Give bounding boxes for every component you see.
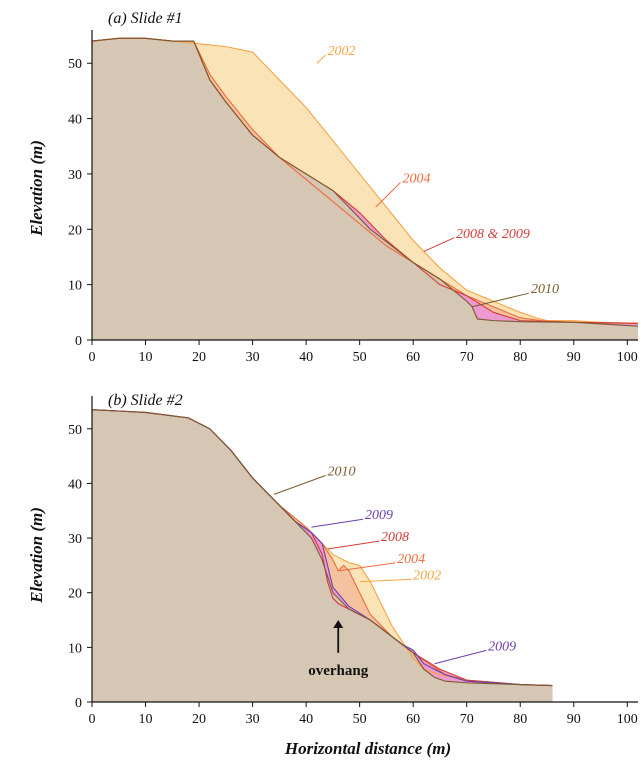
x-tick-label: 30 [246,712,260,727]
y-tick-label: 40 [68,113,82,128]
annotation-label: 2009 [488,639,516,654]
annotation-leader [359,578,412,583]
annotation-leader [423,237,455,252]
annotation-leader [434,649,487,665]
annotation-label: 2002 [413,568,441,583]
overhang-arrow-head [333,620,344,629]
annotation-label: 2004 [402,171,430,186]
panel-b-label: (b) Slide #2 [108,392,183,409]
annotation-label: 2002 [328,44,356,59]
y-tick-label: 50 [68,57,82,72]
annotation-leader [471,292,530,308]
x-tick-label: 80 [513,712,527,727]
x-tick-label: 80 [513,350,527,365]
y-tick-label: 40 [68,477,82,492]
x-axis-title: Horizontal distance (m) [284,739,451,758]
overhang-label: overhang [308,663,369,679]
y-tick-label: 50 [68,423,82,438]
annotation-leader [327,540,380,550]
y-tick-label: 30 [68,532,82,547]
annotation-leader [316,54,326,64]
x-tick-label: 0 [89,712,96,727]
x-tick-label: 70 [460,712,474,727]
x-tick-label: 60 [406,350,420,365]
annotation-leader [311,518,364,528]
x-tick-label: 90 [567,712,581,727]
x-tick-label: 40 [299,350,313,365]
x-tick-label: 10 [139,350,153,365]
area-2010 [92,409,553,702]
annotation-label: 2009 [365,508,393,523]
x-tick-label: 100 [617,350,638,365]
panel-b-ylabel: Elevation (m) [27,507,46,604]
x-tick-label: 50 [353,712,367,727]
x-tick-label: 30 [246,350,260,365]
panel-a-label: (a) Slide #1 [108,10,183,27]
panel-a-plot: 0 10 20 30 40 50 60 70 80 90 100 0 10 20 30 40 50 2002 200… [68,30,639,365]
y-tick-label: 30 [68,168,82,183]
y-tick-label: 20 [68,587,82,602]
profile-line-2002 [91,37,639,324]
annotation-leader [375,182,401,208]
annotation-label: 2008 & 2009 [456,227,530,242]
x-tick-label: 90 [567,350,581,365]
profile-line-2010 [91,409,553,687]
y-tick-label: 0 [75,696,82,711]
x-tick-label: 50 [353,350,367,365]
y-tick-label: 0 [75,334,82,349]
y-tick-label: 20 [68,223,82,238]
y-tick-label: 10 [68,279,82,294]
x-tick-label: 100 [617,712,638,727]
x-tick-label: 40 [299,712,313,727]
annotation-leader [273,475,326,495]
x-tick-label: 0 [89,350,96,365]
x-tick-label: 70 [460,350,474,365]
annotation-label: 2004 [397,552,425,567]
annotation-label: 2010 [531,282,559,297]
annotation-label: 2010 [328,465,356,480]
area-2010 [92,38,638,341]
annotation-leader [338,562,396,572]
y-tick-label: 10 [68,641,82,656]
annotation-label: 2008 [381,530,409,545]
x-tick-label: 20 [192,350,206,365]
x-tick-label: 10 [139,712,153,727]
x-tick-label: 60 [406,712,420,727]
panel-a-ylabel: Elevation (m) [27,140,46,237]
panel-b: (b) Slide #2 Elevation (m) 0 10 20 30 40 50 60… [27,392,638,727]
panel-b-plot: 0 10 20 30 40 50 60 70 80 90 100 0 10 20 30 40 50 2010 200… [68,396,638,727]
x-tick-label: 20 [192,712,206,727]
profile-line-2010 [91,37,639,327]
panel-a: (a) Slide #1 Elevation (m) 0 10 20 30 40 50 60… [27,10,639,365]
